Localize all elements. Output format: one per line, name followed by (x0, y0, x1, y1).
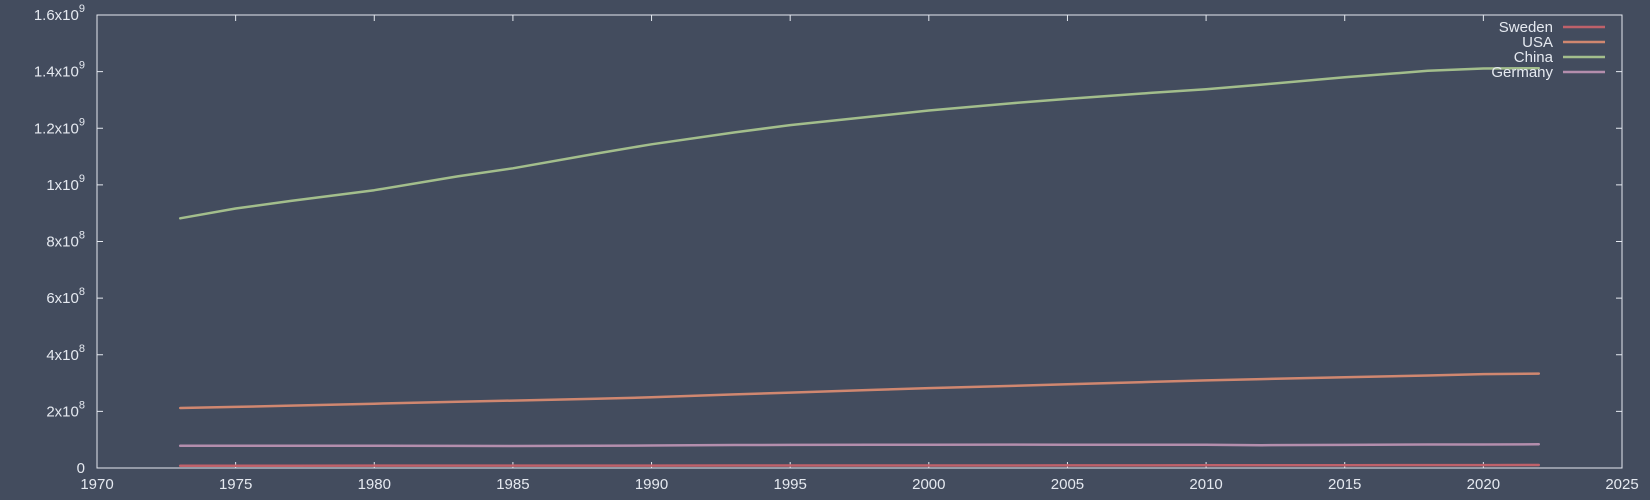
plot-frame (96, 14, 1623, 469)
y-tick-mantissa: 1x10 (46, 177, 79, 194)
y-tick-exponent: 8 (79, 343, 85, 355)
y-tick-exponent: 9 (79, 60, 85, 72)
x-tick-label: 2005 (1051, 476, 1084, 493)
y-tick-label: 1x109 (46, 173, 85, 194)
y-tick-mantissa: 1.2x10 (34, 120, 79, 137)
y-tick-exponent: 8 (79, 230, 85, 242)
y-tick-label: 4x108 (46, 343, 85, 364)
x-tick-label: 2000 (912, 476, 945, 493)
y-tick-label: 1.4x109 (34, 60, 85, 81)
x-tick-label: 2020 (1467, 476, 1500, 493)
y-tick-mantissa: 0 (77, 460, 85, 477)
legend-label-sweden: Sweden (1499, 19, 1553, 36)
series-line-usa (178, 372, 1541, 410)
y-tick-label: 1.2x109 (34, 116, 85, 137)
series-lines (178, 66, 1541, 467)
y-tick-exponent: 8 (79, 399, 85, 411)
y-tick-mantissa: 6x10 (46, 290, 79, 307)
y-tick-mantissa: 2x10 (46, 403, 79, 420)
y-tick-label: 8x108 (46, 230, 85, 251)
x-tick-label: 2015 (1328, 476, 1361, 493)
y-tick-label: 2x108 (46, 399, 85, 420)
legend-label-germany: Germany (1491, 64, 1553, 81)
x-tick-label: 1985 (496, 476, 529, 493)
y-tick-label: 0 (77, 460, 85, 477)
y-tick-mantissa: 4x10 (46, 347, 79, 364)
series-line-germany (178, 443, 1541, 448)
x-tick-label: 1995 (773, 476, 806, 493)
y-tick-exponent: 9 (79, 116, 85, 128)
x-tick-label: 2010 (1189, 476, 1222, 493)
y-tick-mantissa: 1.6x10 (34, 7, 79, 24)
series-line-china (178, 66, 1541, 220)
y-tick-exponent: 9 (79, 173, 85, 185)
x-tick-label: 1980 (358, 476, 391, 493)
y-tick-label: 1.6x109 (34, 3, 85, 24)
y-tick-label: 6x108 (46, 286, 85, 307)
series-line-sweden (178, 463, 1541, 467)
y-tick-exponent: 9 (79, 3, 85, 15)
legend-label-china: China (1514, 49, 1554, 66)
legend-label-usa: USA (1522, 34, 1553, 51)
plot-axes: 1970 1975 1980 1985 1990 1995 2000 2005 2010 2015… (34, 3, 1639, 493)
x-tick-label: 1970 (80, 476, 113, 493)
y-tick-mantissa: 8x10 (46, 234, 79, 251)
y-tick-exponent: 8 (79, 286, 85, 298)
x-tick-label: 1990 (635, 476, 668, 493)
x-tick-label: 2025 (1605, 476, 1638, 493)
x-tick-label: 1975 (219, 476, 252, 493)
y-tick-mantissa: 1.4x10 (34, 64, 79, 81)
